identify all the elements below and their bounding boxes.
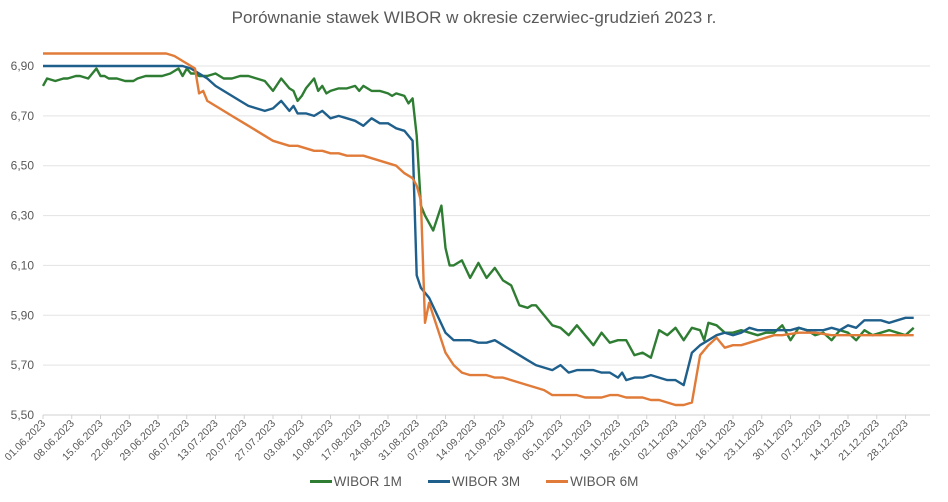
legend-swatch-6m: [546, 480, 569, 483]
series-line-wibor-3m: [43, 64, 914, 387]
legend-item-wibor-6m: WIBOR 6M: [546, 474, 638, 489]
x-axis: 01.06.202308.06.202315.06.202322.06.2023…: [2, 415, 911, 463]
legend-swatch-1m: [309, 480, 332, 483]
chart-title: Porównanie stawek WIBOR w okresie czerwi…: [231, 8, 717, 27]
legend-label: WIBOR 6M: [570, 474, 639, 489]
y-tick-label: 6,10: [11, 258, 35, 272]
y-tick-label: 6,30: [11, 209, 35, 223]
series-line-wibor-6m: [43, 52, 914, 407]
legend-item-wibor-3m: WIBOR 3M: [427, 474, 521, 489]
series-line-wibor-1m: [41, 67, 915, 359]
y-tick-label: 5,90: [11, 308, 35, 322]
y-tick-label: 6,70: [11, 109, 35, 123]
y-tick-label: 5,50: [11, 408, 35, 422]
legend-label: WIBOR 3M: [451, 474, 521, 489]
y-axis: 5,50 5,70 5,90 6,10 6,30 6,50 6,70 6,90: [11, 59, 35, 422]
gridlines: [43, 65, 930, 416]
y-tick-label: 5,70: [11, 358, 35, 372]
legend-label: WIBOR 1M: [333, 474, 402, 489]
series-lines: [41, 52, 915, 407]
legend: WIBOR 1M WIBOR 3M WIBOR 6M: [0, 474, 948, 489]
legend-item-wibor-1m: WIBOR 1M: [309, 474, 402, 489]
y-tick-label: 6,50: [11, 159, 35, 173]
legend-swatch-3m: [427, 480, 450, 483]
y-tick-label: 6,90: [11, 59, 35, 73]
